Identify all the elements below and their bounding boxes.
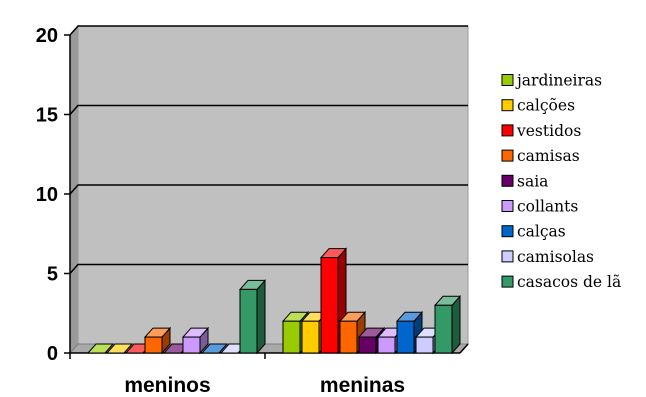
bar-front bbox=[282, 320, 301, 354]
bar-top bbox=[200, 343, 229, 354]
legend-label: collants bbox=[517, 198, 578, 216]
legend-label: calções bbox=[517, 97, 575, 115]
legend-label: calças bbox=[517, 223, 566, 241]
legend-swatch bbox=[501, 225, 514, 238]
legend-item: collants bbox=[501, 198, 578, 216]
bar-front bbox=[434, 304, 453, 354]
y-axis-ticks: 0 5 10 15 20 bbox=[36, 25, 70, 365]
bar-front bbox=[339, 320, 358, 354]
bar-front bbox=[301, 320, 320, 354]
legend-swatch bbox=[501, 250, 514, 263]
bar-front bbox=[415, 336, 434, 354]
bar-casacos-de-lã-meninos bbox=[238, 279, 267, 355]
bar-front bbox=[239, 288, 258, 354]
bar-front bbox=[182, 336, 201, 354]
gridline-20 bbox=[69, 25, 468, 36]
legend-swatch bbox=[501, 275, 514, 288]
legend-swatch bbox=[501, 149, 514, 162]
bar-front bbox=[144, 336, 163, 354]
legend-label: camisas bbox=[517, 147, 580, 165]
bar-calções-meninos bbox=[105, 343, 134, 354]
y-tick-label: 15 bbox=[36, 105, 58, 127]
bar-front bbox=[396, 320, 415, 354]
legend-item: jardineiras bbox=[501, 72, 602, 90]
legend-label: jardineiras bbox=[515, 72, 602, 90]
bar-collants-meninos bbox=[181, 326, 210, 355]
y-tick-label: 10 bbox=[36, 184, 58, 206]
legend-swatch bbox=[501, 99, 514, 112]
legend-swatch bbox=[501, 124, 514, 137]
legend-label: casacos de lã bbox=[517, 273, 621, 291]
legend-label: camisolas bbox=[517, 248, 594, 266]
legend-swatch bbox=[501, 74, 514, 86]
x-axis-labels: meninos meninas bbox=[124, 374, 405, 397]
gridlines bbox=[69, 25, 468, 274]
y-tick-label: 0 bbox=[47, 343, 58, 365]
legend-swatch bbox=[501, 174, 514, 187]
bar-jardineiras-meninos bbox=[86, 343, 115, 354]
legend-item: casacos de lã bbox=[501, 273, 621, 291]
legend-item: camisas bbox=[501, 147, 580, 165]
legend-item: calções bbox=[501, 97, 575, 115]
legend: jardineiras calções vestidos camisas saia col… bbox=[501, 72, 621, 291]
bars bbox=[86, 247, 462, 355]
bar-top bbox=[105, 343, 134, 354]
bar-side bbox=[451, 294, 461, 355]
bar-front bbox=[377, 336, 396, 354]
x-tick-label: meninos bbox=[124, 374, 210, 397]
bar-front bbox=[358, 336, 377, 354]
legend-label: saia bbox=[517, 172, 548, 190]
y-tick-label: 5 bbox=[47, 264, 58, 286]
gridline-10 bbox=[69, 184, 468, 195]
bar-calças-meninos bbox=[200, 343, 229, 354]
bar-side bbox=[256, 279, 266, 355]
legend-item: saia bbox=[501, 172, 548, 190]
legend-item: camisolas bbox=[501, 248, 594, 266]
legend-swatch bbox=[501, 200, 514, 212]
legend-item: calças bbox=[501, 223, 566, 241]
bar-top bbox=[86, 343, 115, 354]
y-tick-label: 20 bbox=[36, 25, 58, 47]
x-axis-depth bbox=[459, 343, 469, 354]
legend-item: vestidos bbox=[501, 122, 581, 140]
legend-label: vestidos bbox=[516, 122, 581, 140]
bar-camisas-meninos bbox=[143, 326, 172, 355]
x-tick-label: meninas bbox=[320, 374, 405, 397]
bar-front bbox=[320, 257, 339, 354]
bar-casacos-de-lã-meninas bbox=[433, 294, 462, 355]
chart-walls bbox=[68, 24, 470, 355]
gridline-15 bbox=[69, 104, 468, 115]
